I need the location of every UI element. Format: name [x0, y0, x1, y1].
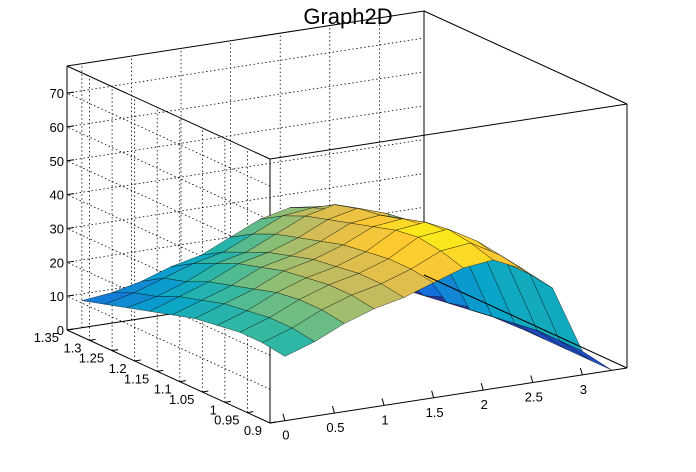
y-tick-label: 1.2 — [109, 361, 127, 376]
z-tick — [66, 125, 75, 128]
y-tick — [269, 421, 277, 424]
frame-edge — [269, 367, 628, 424]
x-tick-label: 0 — [282, 428, 289, 443]
y-tick-label: 1.1 — [154, 382, 172, 397]
y-tick — [202, 390, 209, 393]
y-tick-label: 1.3 — [63, 340, 81, 355]
z-tick-label: 10 — [50, 289, 64, 304]
y-tick-label: 0.9 — [244, 423, 262, 438]
frame-edge — [423, 10, 628, 105]
frame-edge — [66, 329, 271, 424]
z-tick — [66, 193, 75, 196]
x-tick — [431, 390, 435, 398]
z-tick-label: 30 — [50, 221, 64, 236]
frame-edge — [423, 274, 628, 369]
z-grid-line — [65, 71, 425, 221]
y-tick — [112, 349, 119, 352]
y-tick — [179, 380, 186, 383]
y-tick — [66, 328, 74, 331]
y-tick — [157, 369, 164, 372]
y-tick-label: 1.05 — [169, 392, 194, 407]
y-tick — [247, 411, 254, 414]
x-tick-label: 3 — [580, 382, 587, 397]
x-tick — [579, 367, 583, 376]
frame-edge — [66, 65, 271, 160]
x-tick — [480, 383, 484, 391]
y-tick-label: 1.15 — [124, 371, 149, 386]
z-tick-label: 50 — [50, 154, 64, 169]
z-grid-line — [65, 173, 425, 322]
frame-edge — [66, 10, 425, 67]
y-tick-label: 1 — [210, 402, 217, 417]
x-tick — [381, 398, 385, 406]
y-tick — [89, 338, 96, 341]
z-tick-label: 0 — [57, 323, 64, 338]
chart-title: Graph2D — [303, 4, 392, 29]
x-tick-label: 0.5 — [326, 420, 344, 435]
z-grid-line — [65, 105, 425, 255]
z-tick — [66, 226, 75, 229]
z-tick — [66, 294, 75, 297]
surface-layer — [81, 204, 613, 371]
frame-edge — [269, 103, 628, 160]
frame-front — [269, 10, 628, 424]
y-tick — [134, 359, 141, 362]
x-tick-label: 1 — [381, 412, 388, 427]
y-tick-label: 1.35 — [34, 330, 59, 345]
x-tick-label: 2.5 — [525, 390, 543, 405]
x-tick-label: 2 — [481, 397, 488, 412]
z-grid-line — [65, 37, 425, 187]
z-grid-line — [65, 139, 425, 288]
x-tick — [282, 413, 286, 421]
z-tick — [66, 260, 75, 263]
x-tick — [331, 405, 335, 414]
x-tick-label: 1.5 — [426, 405, 444, 420]
x-tick — [530, 375, 534, 383]
surface-cell — [559, 340, 613, 371]
axis-layer: 01020304050607000.511.522.530.90.9511.05… — [34, 86, 587, 443]
y-tick-label: 1.25 — [79, 351, 104, 366]
y-tick-label: 0.95 — [214, 413, 239, 428]
z-tick-label: 20 — [50, 255, 64, 270]
z-tick-label: 60 — [50, 120, 64, 135]
y-tick — [224, 400, 231, 403]
z-tick-label: 40 — [50, 188, 64, 203]
z-tick-label: 70 — [50, 86, 64, 101]
z-tick — [66, 159, 75, 162]
z-tick — [66, 91, 75, 94]
